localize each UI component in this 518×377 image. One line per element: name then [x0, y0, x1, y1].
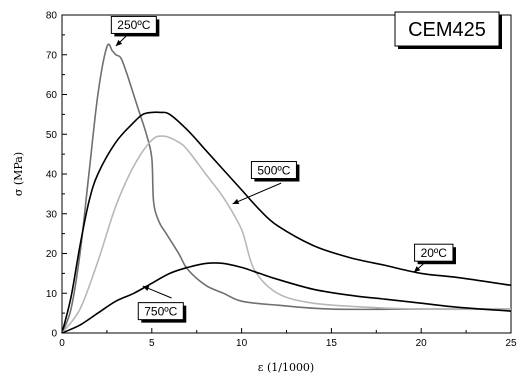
annotation-arrow-line — [232, 182, 282, 205]
annotation-arrowhead — [142, 285, 150, 291]
x-tick-label: 10 — [236, 338, 248, 349]
annotation-label: 500ºC — [257, 163, 290, 177]
annotation-label: 250ºC — [117, 18, 150, 32]
x-axis-label: ε (1/1000) — [258, 361, 314, 374]
y-tick-label: 30 — [46, 209, 58, 220]
series-line-750c — [61, 262, 512, 334]
y-tick-label: 10 — [46, 289, 58, 300]
y-tick-label: 20 — [46, 249, 58, 260]
annotation-box — [137, 302, 184, 321]
x-tick-label: 25 — [505, 338, 517, 349]
chart-title: CEM425 — [408, 19, 486, 41]
y-tick-label: 50 — [46, 130, 58, 141]
annotation-arrowhead — [232, 198, 240, 205]
chart-title-box: CEM425 — [394, 11, 502, 49]
y-tick-label: 60 — [46, 90, 58, 101]
annotation-box — [414, 243, 454, 262]
annotation-arrowhead — [414, 266, 421, 273]
annotation-20c: 20ºC — [413, 243, 456, 273]
y-tick-label: 40 — [46, 170, 58, 181]
annotation-box — [110, 15, 157, 34]
annotation-arrowhead — [115, 39, 123, 47]
y-tick-label: 70 — [46, 50, 58, 61]
ticks-layer: 0 5 10 15 20 25 0 10 20 30 40 50 60 70 80 — [46, 11, 517, 350]
x-tick-label: 0 — [59, 338, 65, 349]
chart-title-frame — [394, 11, 500, 47]
annotation-layer: 250ºC 500ºC 20ºC 750ºC — [110, 15, 456, 323]
series-line-500c — [61, 135, 512, 334]
y-tick-label: 0 — [51, 329, 57, 340]
y-axis-label: σ (MPa) — [12, 152, 25, 196]
y-tick-label: 80 — [46, 11, 58, 22]
annotation-250c: 250ºC — [110, 15, 160, 47]
series-line-20c — [61, 111, 512, 334]
annotation-label: 20ºC — [421, 246, 448, 260]
x-tick-label: 5 — [149, 338, 155, 349]
annotation-500c: 500ºC — [232, 161, 300, 205]
annotation-box — [250, 161, 297, 180]
x-tick-label: 20 — [416, 338, 428, 349]
x-tick-label: 15 — [326, 338, 338, 349]
annotation-750c: 750ºC — [137, 285, 187, 323]
series-layer — [61, 43, 512, 334]
annotation-label: 750ºC — [144, 304, 177, 318]
series-line-250c — [61, 43, 511, 334]
